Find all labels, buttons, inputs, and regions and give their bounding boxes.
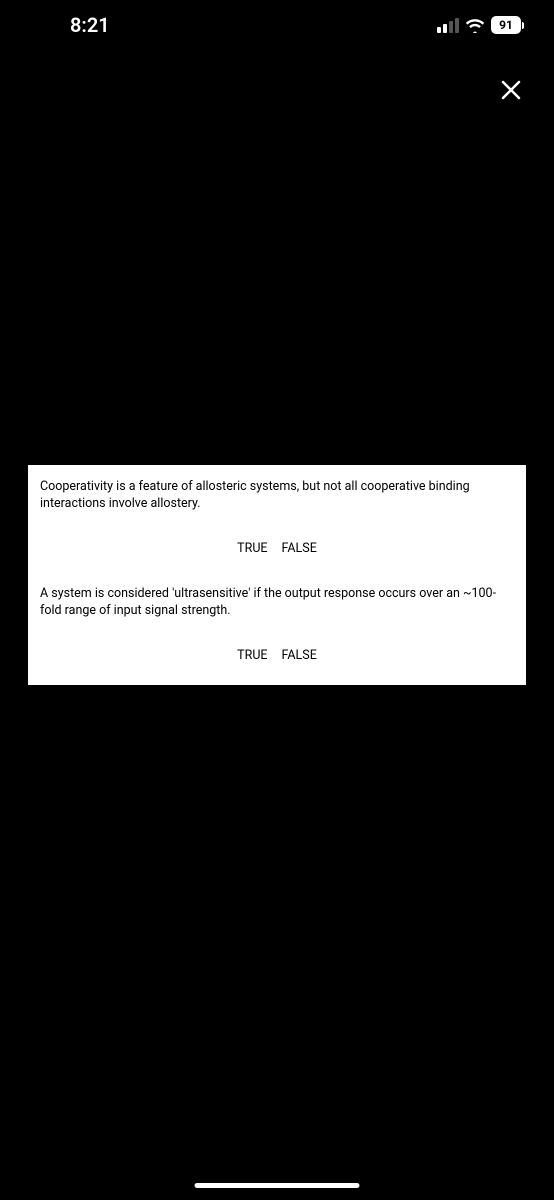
status-time: 8:21 <box>70 13 110 37</box>
true-false-row: TRUE FALSE <box>40 541 514 556</box>
question-block: A system is considered 'ultrasensitive' … <box>40 586 514 663</box>
battery-level: 91 <box>499 19 513 31</box>
battery-icon: 91 <box>491 16 524 34</box>
question-prompt: A system is considered 'ultrasensitive' … <box>40 586 514 620</box>
option-true[interactable]: TRUE <box>237 541 267 556</box>
close-button[interactable] <box>496 75 526 105</box>
true-false-row: TRUE FALSE <box>40 648 514 663</box>
status-right-cluster: 91 <box>437 16 524 34</box>
question-card: Cooperativity is a feature of allosteric… <box>28 465 526 685</box>
cellular-signal-icon <box>437 18 459 33</box>
home-indicator[interactable] <box>195 1183 360 1188</box>
wifi-icon <box>465 18 485 33</box>
question-block: Cooperativity is a feature of allosteric… <box>40 479 514 556</box>
status-bar: 8:21 91 <box>0 0 554 50</box>
question-prompt: Cooperativity is a feature of allosteric… <box>40 479 514 513</box>
option-false[interactable]: FALSE <box>282 541 317 556</box>
option-false[interactable]: FALSE <box>282 648 317 663</box>
option-true[interactable]: TRUE <box>237 648 267 663</box>
close-icon <box>499 78 523 102</box>
